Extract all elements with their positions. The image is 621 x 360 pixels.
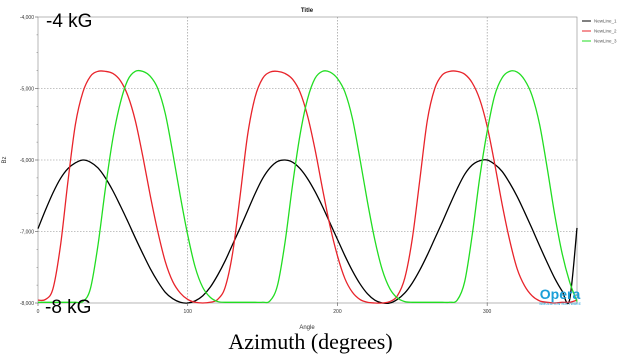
legend-entry: NewLine_2 <box>594 29 617 34</box>
bottom-kg-label: -8 kG <box>45 297 92 318</box>
top-kg-label: -4 kG <box>46 11 93 32</box>
logo-subtext: SIMULATION SOFTWARE <box>539 302 581 306</box>
x-tick-label: 300 <box>483 309 492 315</box>
chart-title: Title <box>301 8 314 14</box>
legend: NewLine_1 NewLine_2 NewLine_3 <box>582 19 617 44</box>
legend-entry: NewLine_1 <box>594 19 617 24</box>
legend-entry: NewLine_3 <box>594 39 617 44</box>
y-tick-label: -7,000 <box>20 230 34 236</box>
azimuth-caption: Azimuth (degrees) <box>228 329 393 354</box>
y-tick-label: -6,000 <box>20 158 34 164</box>
y-tick-label: -5,000 <box>20 87 34 93</box>
x-tick-label: 200 <box>333 309 342 315</box>
y-axis-label: Bz <box>2 156 8 163</box>
y-tick-label: -4,000 <box>20 15 34 21</box>
series-line-NewLine_1 <box>37 159 578 305</box>
series-line-NewLine_2 <box>37 70 578 304</box>
series-lines <box>37 69 578 305</box>
x-tick-label: 100 <box>184 309 193 315</box>
y-tick-label: -8,000 <box>20 301 34 307</box>
x-axis-label: Angle <box>299 325 315 331</box>
tick-labels: 0 100 200 300 -4,000 -5,000 -6,000 -7,000 -8,000 <box>20 15 492 315</box>
logo-wordmark: Opera <box>539 286 581 302</box>
plot-background <box>38 17 577 303</box>
series-line-NewLine_3 <box>38 69 578 304</box>
opera-logo: Opera SIMULATION SOFTWARE <box>534 287 586 306</box>
x-tick-label: 0 <box>37 309 40 315</box>
